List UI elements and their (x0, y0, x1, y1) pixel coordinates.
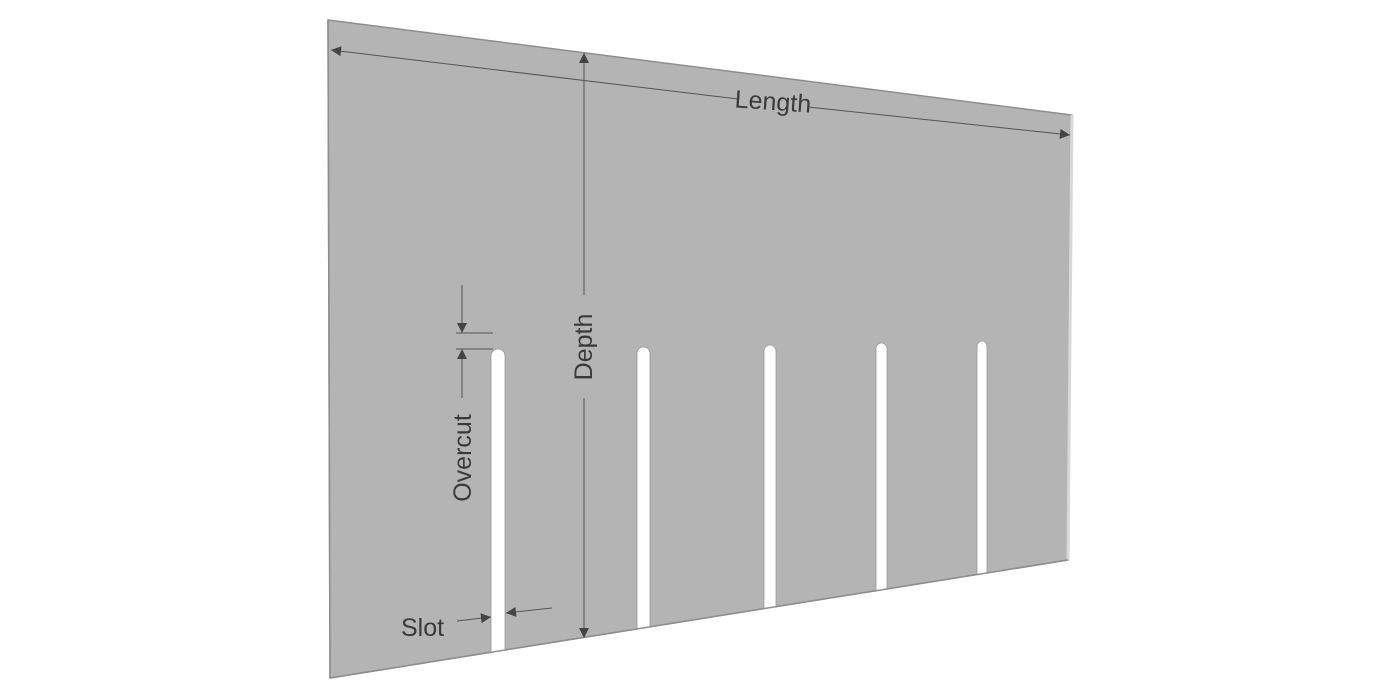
length-dimension: Length (330, 46, 1071, 139)
panel-edge-right (1066, 114, 1074, 561)
length-label: Length (734, 85, 812, 118)
depth-dimension: Depth (570, 53, 598, 638)
slot-label: Slot (401, 614, 444, 642)
slot-1 (490, 348, 506, 670)
slot-5 (976, 340, 988, 592)
depth-label: Depth (570, 314, 598, 381)
overcut-label: Overcut (449, 414, 477, 502)
slot-4 (875, 342, 888, 604)
slot-3 (763, 344, 777, 626)
slots (0, 19, 1400, 700)
slot-dimension: Slot (401, 606, 553, 642)
overcut-dimension: Overcut (449, 285, 493, 502)
slot-2 (636, 346, 651, 648)
